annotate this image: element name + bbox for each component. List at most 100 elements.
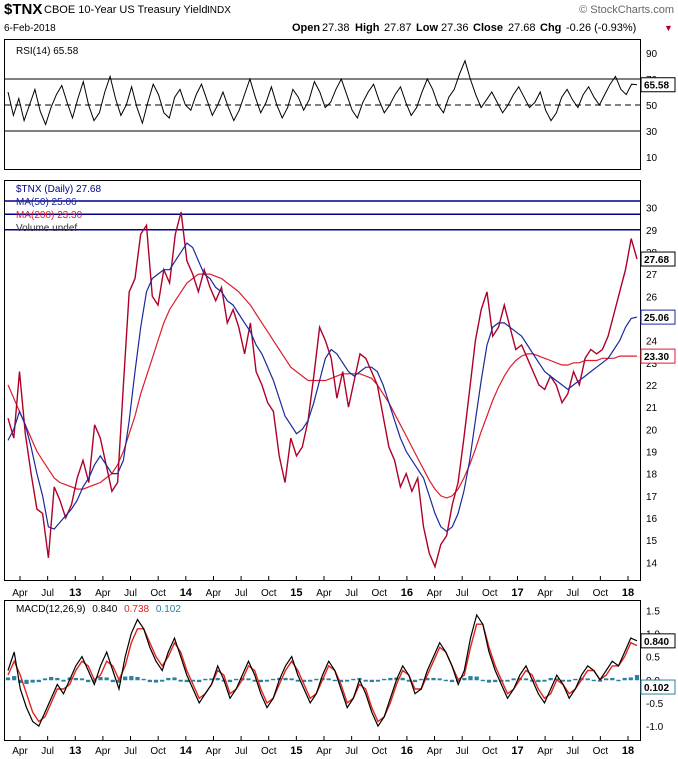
macd-x-tick-label: Oct [593, 746, 609, 757]
macd-x-tick-label: Apr [316, 746, 332, 757]
rsi-tick-label: 30 [646, 127, 658, 138]
price-tick-label: 22 [646, 381, 658, 392]
macd-hist-bar [203, 678, 208, 681]
macd-hist-bar [178, 679, 183, 682]
macd-panel-frame [4, 600, 641, 741]
rsi-tick-label: 50 [646, 101, 658, 112]
macd-hist-bar [462, 677, 467, 681]
open-value: 27.38 [322, 22, 350, 34]
macd-x-tick-label: Apr [95, 746, 111, 757]
legend-price: $TNX (Daily) 27.68 [16, 184, 101, 195]
macd-legend-signal: 0.738 [124, 604, 149, 615]
macd-tick-label: -0.5 [646, 699, 664, 710]
macd-hist-bar [505, 679, 510, 682]
macd-hist-bar [129, 676, 134, 681]
macd-hist-bar [419, 678, 424, 681]
macd-x-tick-label: 13 [69, 745, 81, 757]
macd-hist-bar [166, 677, 171, 681]
price-tick-label: 19 [646, 447, 658, 458]
price-x-tick-label: Apr [12, 588, 28, 599]
macd-hist-bar [345, 679, 350, 682]
macd-tick-label: -1.0 [646, 722, 664, 733]
macd-hist-bar [252, 679, 257, 682]
macd-hist-bar [425, 677, 430, 681]
price-x-tick-label: Apr [537, 588, 553, 599]
ma200-current-tag-box [640, 348, 676, 364]
macd-x-tick-label: 15 [290, 745, 302, 757]
macd-hist-bar [382, 678, 387, 681]
price-legend: $TNX (Daily) 27.68 MA(50) 25.06 MA(200) … [16, 184, 101, 234]
macd-x-tick-label: Jul [345, 746, 358, 757]
macd-hist-bar [5, 677, 11, 681]
price-x-tick-label: 18 [622, 587, 634, 599]
macd-hist-bar [190, 679, 196, 682]
macd-hist-bar [585, 678, 590, 681]
price-tick-label: 23 [646, 359, 658, 370]
macd-legend-name: MACD(12,26,9) [16, 604, 85, 615]
rsi-panel-frame [4, 39, 641, 170]
price-x-tick-label: Apr [206, 588, 222, 599]
macd-hist-bar [480, 679, 485, 682]
macd-hist-bar [24, 679, 29, 684]
macd-hist-bar [443, 679, 448, 682]
low-label: Low [416, 22, 438, 34]
price-tick-label: 24 [646, 337, 658, 348]
macd-x-tick-label: Oct [261, 746, 277, 757]
macd-x-tick-label: 14 [180, 745, 193, 757]
macd-x-tick-label: Apr [537, 746, 553, 757]
price-panel-frame [4, 180, 641, 581]
x-axis: Apr Jul 13 Apr Jul Oct 14 Apr Jul Oct 15 Apr Jul Oct 1… [12, 576, 634, 757]
chg-value: -0.26 (-0.93%) [566, 22, 636, 34]
price-x-tick-label: Oct [482, 588, 498, 599]
price-x-tick-label: Apr [316, 588, 332, 599]
price-x-tick-label: Jul [345, 588, 358, 599]
macd-hist-bar [431, 677, 436, 681]
svg-text:MACD(12,26,9) 0.840: MACD(12,26,9) 0.840 0.738 0.102 [16, 604, 181, 615]
macd-hist-bar [215, 677, 220, 681]
low-value: 27.36 [441, 22, 469, 34]
macd-hist-bar [258, 679, 263, 683]
macd-hist-bar [153, 679, 159, 683]
legend-volume: Volume undef [16, 223, 77, 234]
macd-hist-bar [234, 678, 239, 681]
macd-x-tick-label: Jul [124, 746, 137, 757]
macd-x-tick-label: Apr [427, 746, 443, 757]
watermark: © StockCharts.com [579, 4, 674, 16]
macd-x-tick-label: Jul [41, 746, 54, 757]
price-x-tick-label: Oct [593, 588, 609, 599]
price-panel: 302928272625242322212019181716151427.682… [5, 200, 676, 569]
macd-hist-bar [246, 678, 251, 681]
rsi-tick-label: 10 [646, 153, 658, 164]
macd-hist-bar [172, 677, 177, 681]
macd-hist-bar [104, 677, 109, 681]
macd-hist-bar [283, 677, 288, 681]
rsi-current-tag-box [640, 77, 676, 93]
price-x-tick-label: 15 [290, 587, 302, 599]
macd-x-tick-label: Apr [206, 746, 222, 757]
macd-current-tag-box [640, 633, 676, 649]
rsi-tick-label: 90 [646, 49, 658, 60]
macd-hist-current-tag-text: 0.102 [644, 683, 669, 694]
ma200-current-tag-text: 23.30 [644, 352, 669, 363]
macd-hist-bar [622, 677, 627, 681]
macd-hist-bar [147, 679, 152, 683]
ma200-line [7, 273, 637, 499]
price-x-tick-label: Oct [371, 588, 387, 599]
macd-hist-bar [295, 679, 300, 682]
macd-hist-bar [493, 679, 498, 683]
rsi-current-tag: 65.58 [640, 77, 676, 93]
macd-current-tag: 0.840 [640, 633, 676, 649]
macd-x-tick-label: Jul [566, 746, 579, 757]
macd-hist-bar [49, 676, 54, 681]
macd-hist-bar [61, 679, 66, 682]
macd-legend: MACD(12,26,9) 0.840 0.738 0.102 [16, 604, 181, 615]
price-tick-label: 20 [646, 425, 658, 436]
macd-hist-bar [542, 679, 547, 682]
ma50-current-tag: 25.06 [640, 309, 676, 325]
macd-hist-bar [18, 679, 23, 684]
macd-hist-bar [351, 678, 356, 681]
macd-hist-bar [197, 679, 202, 683]
macd-hist-bar [227, 679, 233, 683]
exchange: INDX [207, 5, 231, 16]
